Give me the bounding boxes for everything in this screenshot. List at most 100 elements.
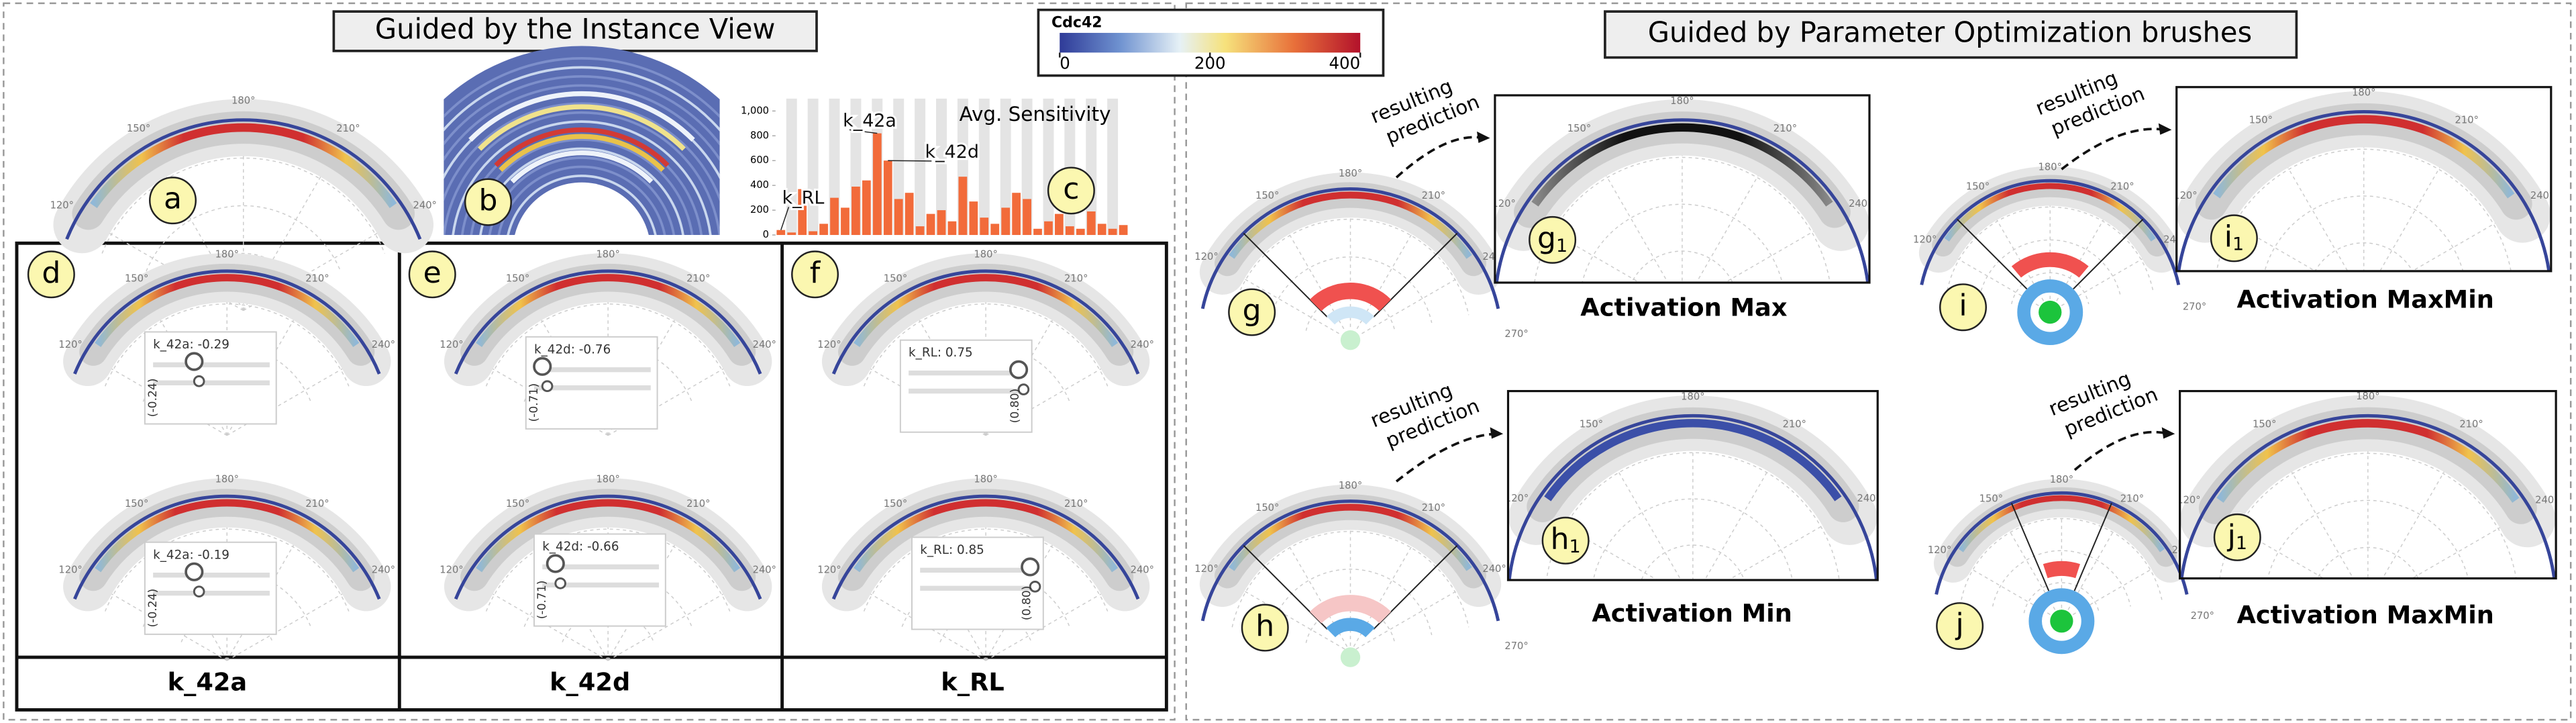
angle-label: 270° (2563, 591, 2576, 602)
bar (883, 160, 892, 236)
slider-knob (546, 554, 565, 573)
angle-label: 150° (125, 273, 148, 284)
annotation-leader (888, 160, 932, 162)
polar-grid (1947, 252, 2051, 313)
panel-subscript: 1 (2232, 234, 2244, 254)
angle-label: 240° (1482, 563, 1506, 575)
panel-label: a (164, 182, 182, 216)
slider-knob (1021, 557, 1040, 577)
bar (776, 230, 786, 236)
polar-plot: 120° 150° 180° 210° 240° 270° (1194, 480, 1529, 653)
polar-grid (1534, 156, 1831, 283)
angle-label: 210° (2110, 181, 2134, 193)
membrane (2177, 110, 2551, 271)
panel-badge (27, 250, 75, 299)
panel-letter: i (1959, 289, 1967, 323)
panel-badge (1529, 215, 1577, 264)
stripe (1000, 98, 1011, 236)
heatmap-hole (515, 182, 649, 236)
angle-label: 270° (1876, 294, 1900, 305)
arrow-head (2161, 427, 2175, 439)
polar-grid (190, 252, 297, 289)
panel-letter: d (42, 256, 60, 290)
polar-grid (146, 205, 342, 272)
brush-max (2043, 561, 2080, 579)
polar-grid (985, 360, 1115, 436)
slider-panel (533, 533, 666, 627)
concentration-band (854, 274, 1119, 348)
polar-grid (1724, 222, 1828, 283)
brush-min (1326, 618, 1375, 638)
polar-grid (1350, 583, 1469, 653)
result-box (1494, 94, 1871, 284)
concentration-band (1544, 419, 1842, 501)
polar-grid (1582, 203, 1783, 283)
y-tick-label: 200 (750, 204, 769, 215)
angle-label: 210° (336, 123, 360, 134)
angle-label: 120° (50, 199, 74, 211)
prompt-arrow (2061, 128, 2165, 171)
angle-label: 210° (2459, 419, 2483, 430)
brush-center (1340, 647, 1361, 667)
polar-grid (2314, 242, 2414, 271)
bar (937, 210, 946, 236)
angle-label: 120° (2177, 494, 2200, 505)
angle-label: 240° (1857, 493, 1881, 504)
angle-label: 270° (2558, 286, 2576, 297)
caption: Activation MaxMin (2236, 600, 2493, 629)
angle-label: 180° (1681, 391, 1704, 403)
angle-label: 240° (753, 564, 776, 575)
heatmap-ring (488, 156, 676, 236)
brush-min (2028, 588, 2095, 655)
panel-subscript: 1 (1569, 536, 1581, 557)
polar-grid (226, 360, 356, 436)
slider-knob (533, 356, 552, 376)
panel-label: g1 (1537, 221, 1567, 256)
caption: Activation MaxMin (2236, 285, 2493, 314)
result-box (2175, 86, 2553, 273)
stripe (936, 98, 947, 236)
concentration-band (476, 274, 741, 348)
polar-plot: 120° 150° 180° 210° 240° 270° (2177, 391, 2576, 602)
stripe (786, 98, 797, 236)
angle-label: 180° (1339, 168, 1362, 179)
angle-label: 120° (1492, 198, 1515, 209)
concentration-band (2213, 115, 2515, 199)
angle-label: 180° (596, 474, 619, 485)
slider-knob (554, 577, 566, 589)
angle-label: 120° (440, 564, 463, 575)
panel-label: c (1063, 172, 1079, 206)
angle-label: 180° (2050, 474, 2073, 485)
heatmap-ring (468, 91, 695, 142)
panel-badge (408, 250, 456, 299)
angle-label: 180° (1670, 95, 1694, 107)
polar-grid (863, 528, 1109, 612)
brush-max (2011, 252, 2089, 278)
slider-value: k_42d: -0.76 (534, 342, 611, 356)
arrow-head (1490, 427, 1504, 439)
angle-label: 180° (596, 248, 619, 260)
polar-grid (1232, 583, 1351, 653)
slider-value: k_42a: -0.19 (153, 548, 229, 562)
brush-center (2050, 610, 2073, 633)
panel-badge (1228, 288, 1276, 336)
slider-panel (144, 331, 277, 425)
panel-badge (149, 177, 197, 225)
column-label: k_RL (941, 668, 1004, 697)
stripe (807, 98, 819, 236)
angle-label: 120° (58, 564, 82, 575)
angle-label: 150° (1255, 190, 1279, 201)
bar (990, 224, 1000, 236)
bar (915, 226, 925, 236)
bar (958, 177, 968, 236)
angle-label: 210° (305, 273, 329, 284)
membrane (65, 118, 422, 240)
y-tick-label: 600 (750, 154, 769, 166)
bar (1086, 211, 1096, 236)
panel-letter: h (1255, 609, 1274, 643)
left-frame (3, 2, 1176, 721)
bar (1033, 228, 1042, 236)
bar (1076, 228, 1085, 236)
panel-badge (1936, 602, 1984, 650)
